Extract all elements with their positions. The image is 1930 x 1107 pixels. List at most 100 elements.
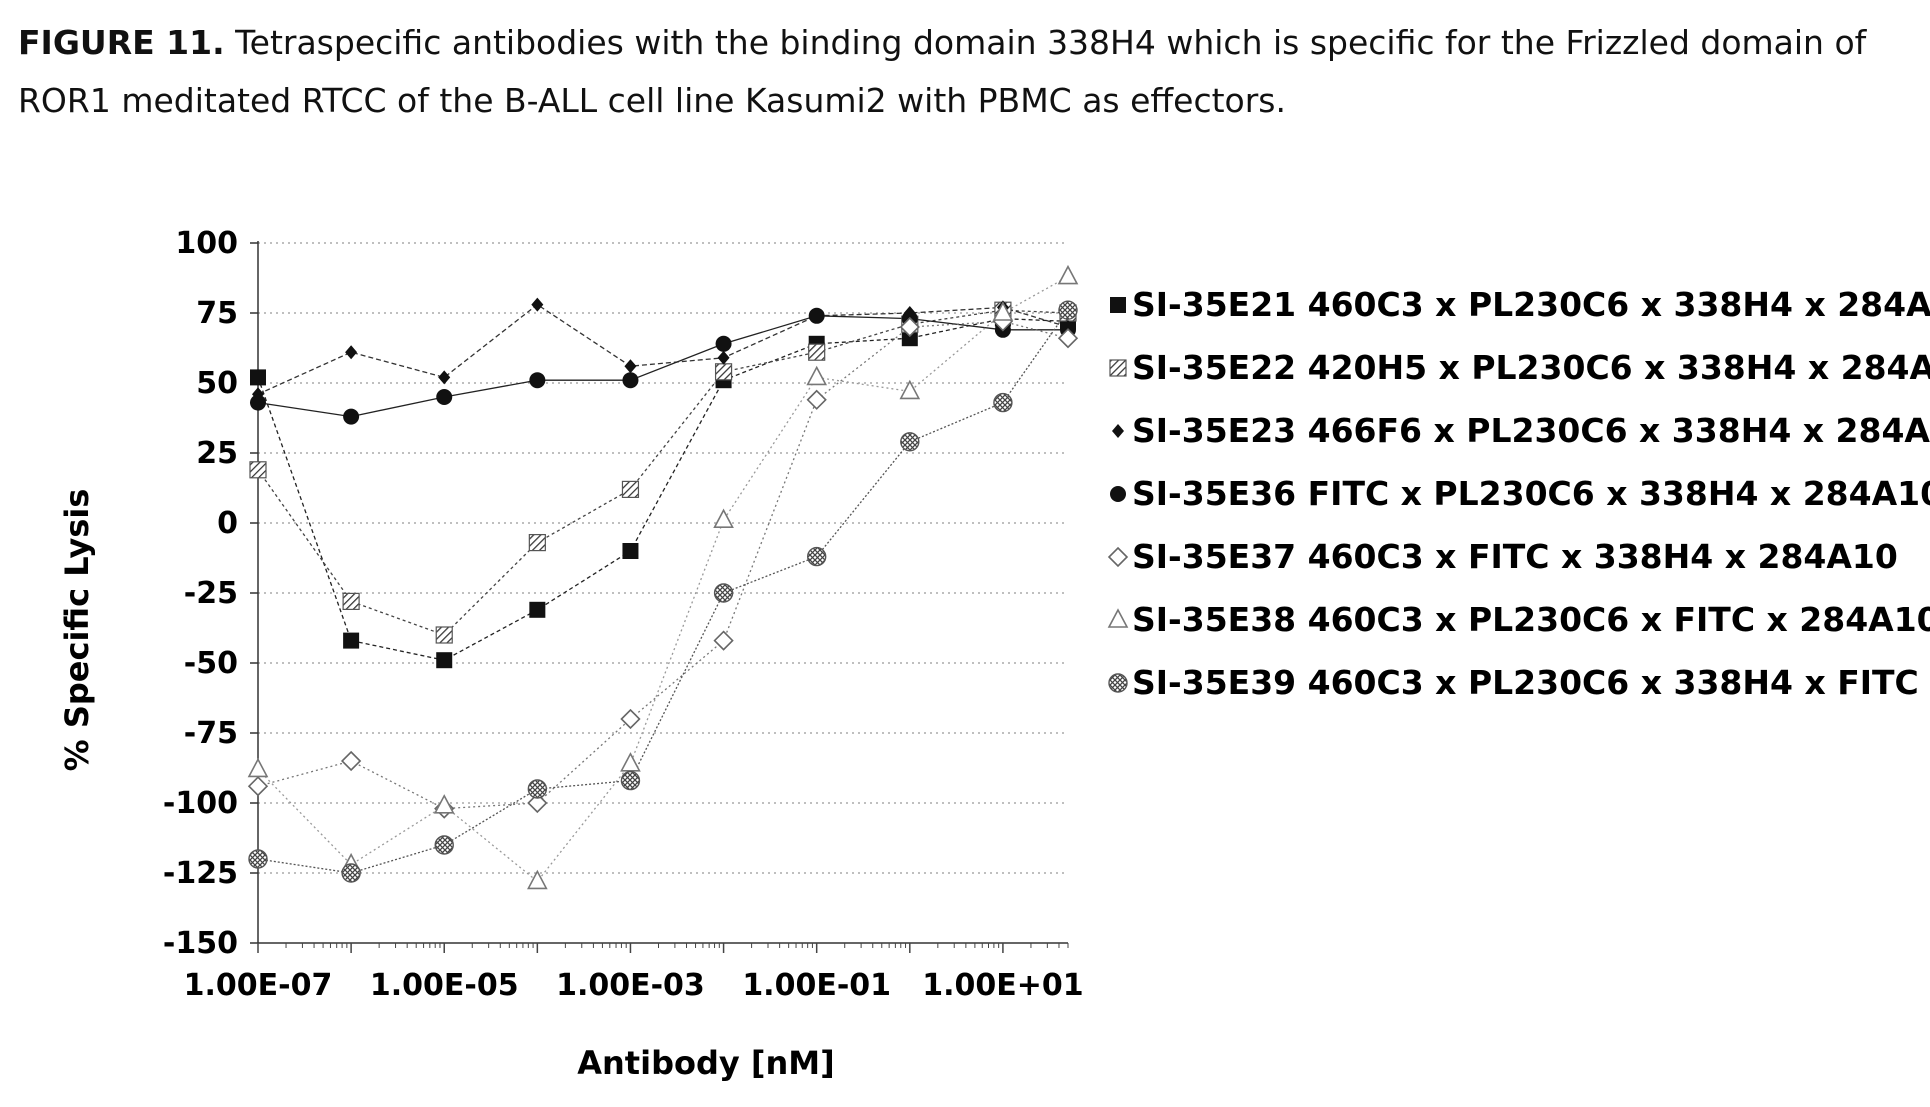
data-point-s2 <box>435 626 453 644</box>
axes <box>257 241 1068 944</box>
data-point-s6 <box>433 794 455 814</box>
data-point-s2 <box>621 480 640 498</box>
data-point-s1 <box>901 330 918 347</box>
data-point-s6 <box>713 508 734 529</box>
data-point-s1 <box>622 543 639 559</box>
series-line-7 <box>257 309 1069 874</box>
legend-entry: SI-35E39 460C3 x PL230C6 x 338H4 x FITC <box>1132 663 1919 702</box>
data-point-s6 <box>1057 264 1079 285</box>
data-point-s3 <box>345 345 358 360</box>
y-axis-ticks: 100 75 50 25 0 -25 -50 -75 -100 -125 -150 <box>163 226 258 961</box>
data-point-s2 <box>528 533 546 552</box>
data-point-s7 <box>900 432 920 452</box>
data-point-s3 <box>624 359 637 374</box>
data-point-s4 <box>715 335 732 352</box>
series-points <box>247 264 1079 890</box>
data-point-s6 <box>527 869 548 890</box>
data-point-s6 <box>899 379 921 400</box>
data-point-s6 <box>992 301 1014 321</box>
data-point-s2 <box>714 363 733 381</box>
y-tick-label: 25 <box>196 436 238 471</box>
series-line-1 <box>257 317 1069 661</box>
data-point-s5 <box>899 316 920 338</box>
y-tick-label: -25 <box>184 576 238 611</box>
legend-entry: SI-35E23 466F6 x PL230C6 x 338H4 x 284A1… <box>1132 411 1930 450</box>
data-point-s5 <box>620 708 641 730</box>
series-line-2 <box>257 309 1069 636</box>
data-point-s6 <box>806 365 828 386</box>
data-point-s1 <box>343 632 360 649</box>
data-point-s5 <box>527 792 548 814</box>
data-point-s4 <box>529 372 546 389</box>
series-lines <box>257 276 1069 883</box>
legend-marker <box>1107 546 1129 568</box>
data-point-s7 <box>527 779 548 799</box>
x-tick-label: 1.00E-05 <box>370 968 519 1003</box>
legend-entry: SI-35E36 FITC x PL230C6 x 338H4 x 284A10 <box>1132 474 1930 513</box>
data-point-s2 <box>808 343 826 361</box>
x-axis-title: Antibody [nM] <box>577 1044 834 1082</box>
data-point-s4 <box>250 394 266 411</box>
data-point-s3 <box>717 350 730 365</box>
data-point-s7 <box>713 583 734 603</box>
data-point-s6 <box>620 752 641 772</box>
x-tick-label: 1.00E-01 <box>742 968 891 1003</box>
series-line-5 <box>257 320 1069 810</box>
data-point-s7 <box>620 770 641 791</box>
data-point-s1 <box>436 652 453 669</box>
data-point-s4 <box>622 372 639 389</box>
y-tick-label: -50 <box>184 646 238 681</box>
data-point-s7 <box>248 849 268 869</box>
data-point-s7 <box>1058 300 1078 320</box>
legend-marker <box>1110 486 1126 502</box>
legend-entry: SI-35E21 460C3 x PL230C6 x 338H4 x 284A1… <box>1132 285 1930 324</box>
legend: SI-35E21 460C3 x PL230C6 x 338H4 x 284A1… <box>1107 285 1930 702</box>
x-axis-ticks: 1.00E-07 1.00E-05 1.00E-03 1.00E-01 1.00E+01 <box>184 943 1084 1003</box>
figure-label: FIGURE 11. <box>18 23 225 62</box>
data-point-s2 <box>249 461 267 479</box>
legend-marker <box>1112 424 1124 438</box>
data-point-s1 <box>529 601 546 618</box>
data-point-s2 <box>342 592 360 611</box>
data-point-s5 <box>340 750 362 772</box>
y-tick-label: 50 <box>196 366 238 401</box>
figure-caption-text: Tetraspecific antibodies with the bindin… <box>18 23 1867 120</box>
y-tick-label: -150 <box>163 926 238 961</box>
legend-marker <box>1108 673 1128 693</box>
y-tick-label: 0 <box>217 506 238 541</box>
data-point-s7 <box>806 546 827 567</box>
x-tick-label: 1.00E+01 <box>922 968 1083 1003</box>
data-point-s4 <box>808 307 825 324</box>
series-line-4 <box>257 315 1068 418</box>
x-tick-label: 1.00E-07 <box>184 968 333 1003</box>
data-point-s7 <box>341 863 361 883</box>
legend-marker <box>1109 359 1127 377</box>
data-point-s1 <box>250 369 266 386</box>
y-tick-label: -75 <box>184 716 238 751</box>
data-point-s3 <box>531 297 544 312</box>
legend-entry: SI-35E38 460C3 x PL230C6 x FITC x 284A10 <box>1132 600 1930 639</box>
legend-entry: SI-35E37 460C3 x FITC x 338H4 x 284A10 <box>1132 537 1898 576</box>
data-point-s5 <box>806 389 827 410</box>
legend-marker <box>1110 297 1126 313</box>
data-point-s4 <box>343 408 360 425</box>
legend-marker <box>1107 608 1129 628</box>
data-point-s5 <box>713 630 734 651</box>
x-tick-label: 1.00E-03 <box>556 968 705 1003</box>
gridlines <box>258 242 1068 874</box>
y-tick-label: 100 <box>175 226 238 261</box>
data-point-s6 <box>247 757 269 778</box>
legend-entry: SI-35E22 420H5 x PL230C6 x 338H4 x 284A1… <box>1132 348 1930 387</box>
y-tick-label: -100 <box>163 786 238 821</box>
data-point-s5 <box>247 776 269 797</box>
figure-caption: FIGURE 11. Tetraspecific antibodies with… <box>18 14 1898 130</box>
data-point-s4 <box>436 389 453 405</box>
data-point-s3 <box>438 370 451 385</box>
y-tick-label: 75 <box>196 296 238 331</box>
y-tick-label: -125 <box>163 856 238 891</box>
y-axis-title: % Specific Lysis <box>58 489 96 772</box>
data-point-s5 <box>1057 328 1079 349</box>
data-point-s7 <box>434 835 454 855</box>
data-point-s7 <box>993 392 1013 413</box>
